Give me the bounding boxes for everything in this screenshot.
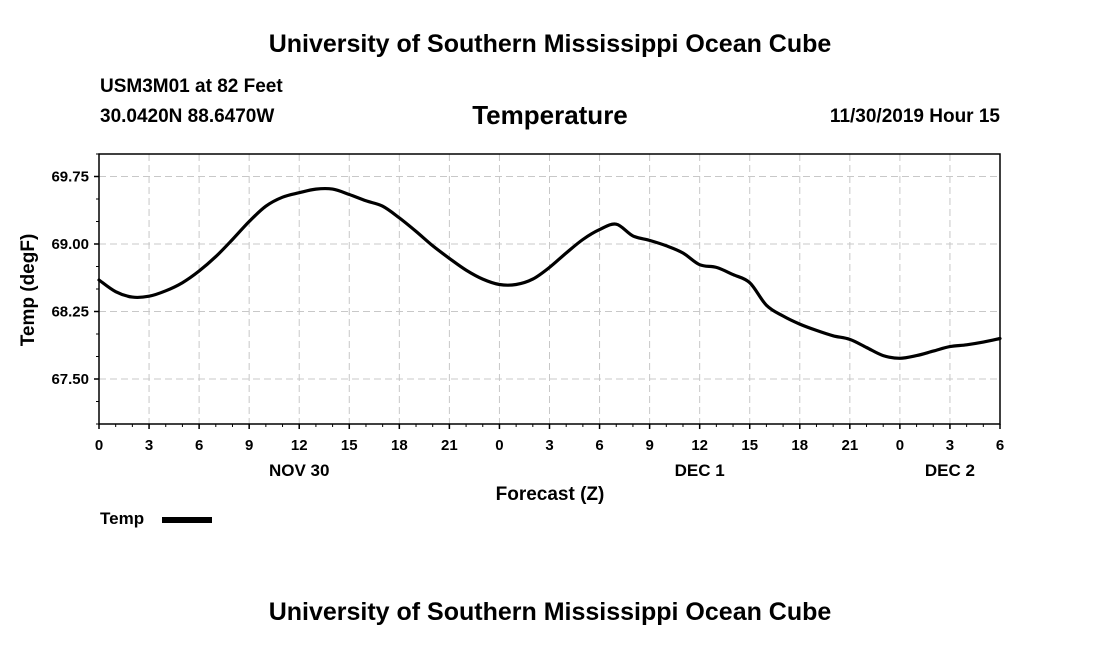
page-title-bottom: University of Southern Mississippi Ocean…: [268, 598, 832, 626]
station-label: USM3M01 at 82 Feet: [100, 76, 283, 97]
day-label: DEC 2: [925, 461, 975, 480]
x-tick-label: 21: [841, 437, 858, 454]
x-tick-label: 15: [741, 437, 758, 454]
x-tick-label: 9: [645, 437, 653, 454]
legend-label: Temp: [100, 509, 145, 528]
x-tick-label: 9: [245, 437, 253, 454]
x-axis-title: Forecast (Z): [496, 484, 605, 505]
y-tick-label: 69.75: [51, 169, 89, 186]
x-tick-label: 18: [391, 437, 408, 454]
x-tick-label: 3: [545, 437, 553, 454]
x-tick-label: 6: [195, 437, 203, 454]
coordinates-label: 30.0420N 88.6470W: [100, 106, 275, 127]
x-tick-label: 12: [691, 437, 708, 454]
chart-title: Temperature: [472, 100, 628, 130]
x-tick-label: 0: [95, 437, 103, 454]
axis-ticks: [94, 153, 1001, 429]
legend-swatch: [162, 517, 212, 523]
y-tick-label: 68.25: [51, 304, 89, 321]
x-tick-label: 6: [595, 437, 603, 454]
x-tick-label: 12: [291, 437, 308, 454]
x-tick-label: 3: [145, 437, 153, 454]
forecast-datetime: 11/30/2019 Hour 15: [829, 106, 1000, 127]
axis-labels: 67.50 68.25 69.00 69.75 0 3 6 9 12 15 18 21 0 3 6 9 12 15…: [51, 169, 1004, 481]
x-tick-label: 15: [341, 437, 358, 454]
y-tick-label: 69.00: [51, 236, 89, 253]
day-label: NOV 30: [269, 461, 329, 480]
x-tick-label: 21: [441, 437, 458, 454]
x-tick-label: 3: [946, 437, 954, 454]
grid: [99, 154, 1000, 424]
page-title-top: University of Southern Mississippi Ocean…: [268, 30, 832, 58]
x-tick-label: 6: [996, 437, 1004, 454]
y-axis-title: Temp (degF): [18, 234, 39, 347]
x-tick-label: 0: [896, 437, 904, 454]
day-label: DEC 1: [675, 461, 725, 480]
series-line-temp: [97, 186, 1002, 360]
y-tick-label: 67.50: [51, 371, 89, 388]
x-tick-label: 0: [495, 437, 503, 454]
x-tick-label: 18: [791, 437, 808, 454]
